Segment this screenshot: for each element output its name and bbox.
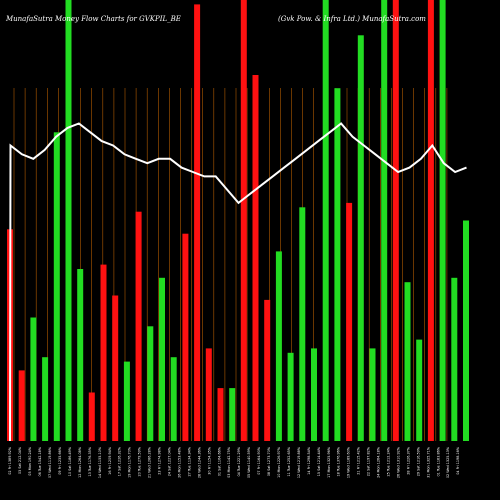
bar-33	[392, 0, 399, 441]
x-tick-label: 17 Mon 1325.96%	[327, 446, 331, 478]
x-tick-label: 14 Wed 1155.10%	[98, 446, 102, 478]
x-tick-label: 19 Wed 1189.60%	[347, 446, 351, 478]
bar-7	[88, 392, 95, 441]
x-tick-label: 04 Tue 1221.29%	[237, 446, 241, 476]
bar-29	[346, 202, 353, 441]
bar-25	[299, 207, 306, 441]
bar-8	[100, 264, 107, 441]
bar-34	[404, 282, 411, 441]
bar-13	[159, 277, 165, 441]
x-tick-label: 31 Mon 1325.71%	[426, 446, 430, 478]
x-tick-label: 01 Sat 1164.66%	[217, 446, 221, 476]
bar-16	[194, 4, 201, 442]
x-tick-label: 12 Wed 1219.88%	[297, 446, 301, 478]
bar-20	[240, 0, 247, 441]
x-tick-label: 29 Sat 1216.59%	[416, 446, 420, 476]
x-tick-label: 06 Tue 1542.18%	[38, 446, 42, 476]
x-tick-label: 14 Fri 1298.54%	[307, 446, 311, 475]
bar-36	[427, 0, 434, 441]
bar-26	[311, 348, 317, 441]
x-tick-label: 02 Wed 1325.13%	[446, 446, 450, 478]
x-tick-label: 09 Fri 1235.66%	[58, 446, 62, 475]
bar-23	[275, 251, 282, 441]
x-tick-label: 10 Sat 1186.49%	[68, 446, 72, 476]
bar-35	[416, 339, 423, 441]
x-tick-label: 21 Fri 1215.42%	[357, 446, 361, 475]
bars	[7, 0, 469, 442]
chart-subtitle: (Gvk Pow. & Infra Ltd.) MunafaSutra.com	[278, 15, 426, 23]
bar-10	[123, 361, 130, 441]
chart-title: MunafaSutra Money Flow Charts for GVKPIL…	[5, 15, 181, 23]
x-tick-label: 23 Fri 1274.98%	[158, 446, 162, 475]
x-tick-label: 20 Tue 1279.59%	[138, 446, 142, 476]
bar-31	[369, 348, 376, 441]
x-tick-label: 04 Fri 1198.16%	[456, 446, 460, 475]
bar-19	[229, 388, 236, 441]
x-tick-label: 19 Mon 1176.70%	[128, 446, 132, 478]
bar-17	[205, 348, 212, 441]
x-tick-label: 21 Wed 1286.28%	[148, 446, 152, 478]
x-tick-label: 24 Sat 1227.04%	[168, 446, 172, 476]
x-tick-label: 02 Fri 1389.92%	[8, 446, 12, 475]
bar-21	[252, 75, 259, 441]
x-tick-label: 18 Tue 1376.96%	[337, 446, 341, 476]
bar-32	[381, 0, 388, 441]
bar-14	[170, 357, 177, 441]
x-tick-label: 07 Fri 1164.90%	[257, 446, 261, 475]
bar-2	[30, 317, 37, 441]
bar-5	[65, 0, 72, 441]
bar-9	[112, 295, 119, 441]
x-tick-label: 30 Fri 1154.35%	[207, 446, 211, 475]
x-tick-label: 11 Tue 1252.65%	[287, 446, 291, 476]
x-tick-label: 01 Tue 1183.86%	[436, 446, 440, 476]
x-tick-label: 05 Mon 190.24%	[28, 446, 32, 475]
x-tick-label: 05 Wed 1140.59%	[247, 446, 251, 478]
bar-3	[42, 357, 49, 441]
x-tick-label: 28 Wed 1244.36%	[197, 446, 201, 478]
x-tick-label: 25 Tue 1212.24%	[387, 446, 391, 476]
x-tick-label: 13 Tue 1176.35%	[88, 446, 92, 476]
money-flow-line	[9, 122, 467, 442]
x-tick-label: 28 Fri 1226.37%	[406, 446, 410, 475]
bar-27	[322, 0, 329, 441]
bar-11	[135, 211, 142, 441]
x-tick-label: 10 Mon 1226.97%	[277, 446, 281, 478]
x-tick-label: 22 Sat 1197.82%	[367, 446, 371, 476]
x-tick-label: 16 Fri 1209.94%	[108, 446, 112, 475]
bar-30	[357, 35, 364, 442]
x-tick-labels: 02 Fri 1389.92% 03 Sat 212.04% 05 Mon 190.…	[8, 446, 460, 478]
bar-15	[182, 233, 189, 441]
bar-18	[217, 388, 224, 441]
bar-12	[147, 326, 154, 441]
x-tick-label: 03 Sat 212.04%	[18, 446, 22, 474]
bar-38	[451, 277, 458, 441]
x-tick-label: 26 Mon 1153.48%	[177, 446, 181, 478]
x-tick-label: 08 Sat 1273.70%	[267, 446, 271, 476]
bar-28	[334, 88, 341, 441]
bar-22	[264, 299, 271, 441]
x-tick-label: 12 Mon 1264.08%	[78, 446, 82, 478]
x-tick-label: 03 Mon 1142.75%	[227, 446, 231, 478]
bar-1	[18, 370, 25, 441]
x-tick-label: 15 Sat 1214.44%	[317, 446, 321, 476]
x-tick-label: 17 Sat 1226.32%	[118, 446, 122, 476]
bar-37	[439, 0, 446, 441]
bar-39	[463, 220, 469, 441]
x-tick-label: 24 Mon 1264.18%	[377, 446, 381, 478]
x-tick-label: 26 Wed 1310.92%	[397, 446, 401, 478]
bar-24	[287, 352, 294, 441]
bar-6	[77, 269, 84, 441]
bar-4	[53, 132, 60, 442]
x-tick-label: 27 Tue 1134.34%	[187, 446, 191, 476]
x-tick-label: 07 Wed 1119.86%	[48, 446, 52, 478]
